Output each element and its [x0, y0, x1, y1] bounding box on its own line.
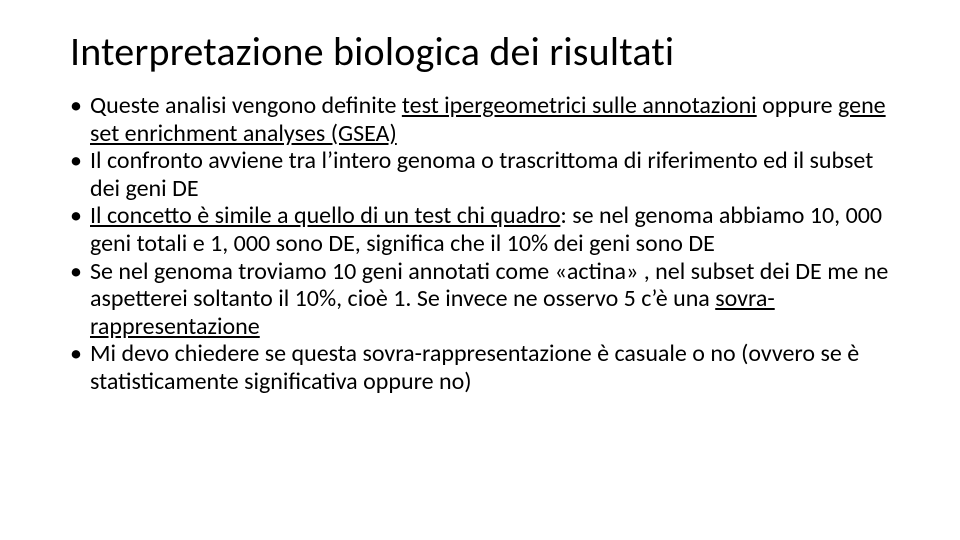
list-item: Il confronto avviene tra l’intero genoma…	[70, 147, 900, 202]
emphasized-text: Il concetto è simile a quello di un test…	[90, 201, 560, 230]
list-item: Mi devo chiedere se questa sovra-rappres…	[70, 340, 900, 395]
slide: Interpretazione biologica dei risultati …	[0, 0, 960, 540]
list-item: Queste analisi vengono definite test ipe…	[70, 92, 900, 147]
list-item: Il concetto è simile a quello di un test…	[70, 202, 900, 257]
slide-title: Interpretazione biologica dei risultati	[70, 30, 900, 74]
body-text: Il confronto avviene tra l’intero genoma…	[90, 146, 873, 203]
emphasized-text: test ipergeometrici sulle annotazioni	[402, 91, 757, 120]
bullet-list: Queste analisi vengono definite test ipe…	[70, 92, 900, 396]
list-item: Se nel genoma troviamo 10 geni annotati …	[70, 258, 900, 341]
body-text: Mi devo chiedere se questa sovra-rappres…	[90, 339, 859, 396]
body-text: Queste analisi vengono definite	[90, 91, 402, 120]
body-text: oppure	[757, 91, 838, 120]
